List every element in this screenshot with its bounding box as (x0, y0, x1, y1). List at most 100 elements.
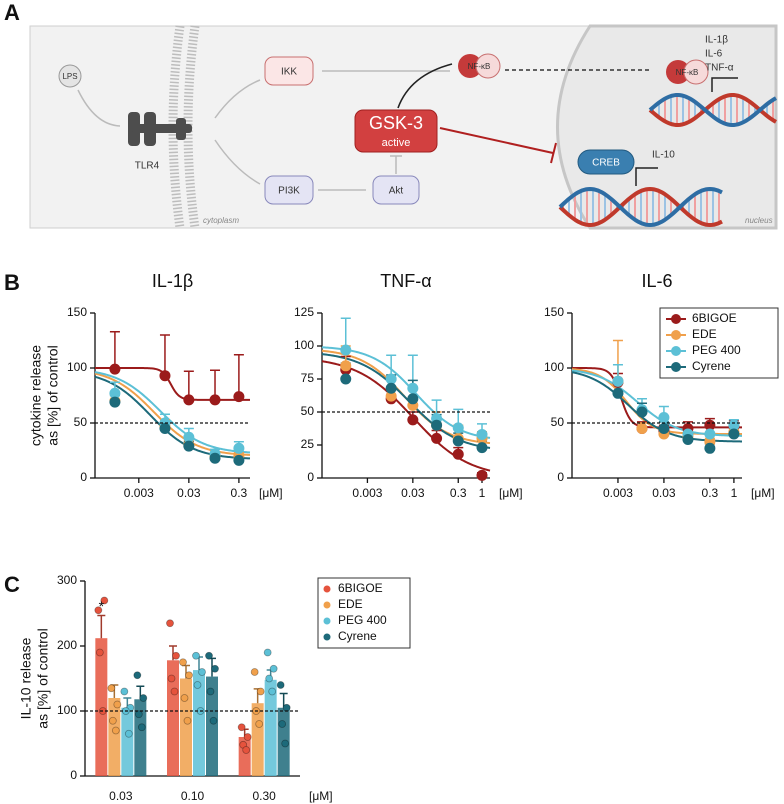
replicate-point (172, 651, 180, 660)
error-bar (159, 334, 170, 376)
membrane-outer (168, 25, 185, 229)
data-point (452, 422, 464, 434)
replicate-point (255, 720, 264, 728)
replicate-point (276, 681, 285, 689)
label: IKK (281, 67, 297, 78)
y-axis-label: cytokine release (28, 345, 44, 446)
replicate-point (211, 664, 219, 673)
replicate-point (134, 710, 143, 719)
label: PI3K (278, 186, 300, 197)
data-point (340, 373, 352, 385)
data-point (183, 440, 195, 452)
replicate-point (170, 687, 179, 696)
membrane-inner (183, 25, 200, 229)
x-tick-label: 0.10 (181, 789, 205, 803)
chart-title: IL-1β (152, 271, 193, 291)
data-point (658, 423, 670, 434)
lps-node (58, 64, 82, 88)
data-point (476, 428, 488, 440)
arrow (214, 79, 261, 119)
data-point (109, 396, 121, 408)
legend-marker (671, 346, 681, 356)
legend-marker (323, 633, 331, 641)
x-tick-label: 0.3 (702, 486, 719, 500)
replicate-point (124, 729, 133, 738)
legend-label: PEG 400 (338, 613, 387, 627)
data-point (636, 406, 648, 418)
legend-box (317, 577, 411, 649)
bar (264, 679, 277, 776)
transcription-arrow (635, 167, 658, 186)
dna-strand (648, 93, 777, 127)
inhibition (439, 127, 554, 154)
nfkb-subunit (458, 54, 482, 78)
legend-marker (323, 601, 331, 609)
data-point (385, 382, 397, 394)
data-point (233, 391, 245, 403)
x-tick-label: 0.30 (252, 789, 276, 803)
y-tick-label: 25 (301, 437, 315, 451)
data-point (636, 423, 648, 434)
legend-marker (671, 330, 681, 340)
y-tick-label: 125 (294, 305, 314, 319)
bar (108, 698, 121, 776)
fit-curve (95, 367, 250, 401)
label: IL-6 (705, 49, 723, 60)
dna-strand (648, 93, 777, 127)
error-bar (233, 354, 244, 397)
replicate-point (120, 687, 129, 696)
data-point (233, 442, 245, 454)
replicate-point (198, 668, 206, 676)
legend-marker (671, 362, 681, 372)
replicate-point (265, 674, 274, 683)
replicate-point (100, 596, 109, 605)
legend-marker (323, 585, 331, 593)
legend-label: Cyrene (692, 359, 731, 373)
panel-label: C (4, 572, 20, 597)
replicate-point (237, 723, 246, 732)
fit-curve (94, 372, 251, 456)
x-tick-label: 0.03 (401, 486, 425, 500)
dna (558, 93, 777, 228)
label: nucleus (745, 216, 773, 225)
replicate-point (193, 681, 202, 689)
x-tick-label: 0.3 (231, 486, 248, 500)
error-bar (109, 330, 120, 370)
replicate-point (108, 716, 117, 725)
y-tick-label: 100 (544, 360, 564, 374)
bar (95, 638, 108, 776)
ikk-node (264, 56, 314, 86)
replicate-point (192, 651, 200, 660)
data-point (612, 387, 624, 399)
y-tick-label: 300 (57, 573, 77, 587)
replicate-point (167, 674, 176, 683)
data-point (704, 428, 716, 440)
replicate-point (113, 700, 122, 709)
fit-curve (94, 371, 251, 454)
nfkb-subunit (683, 59, 709, 85)
label: cytoplasm (203, 216, 239, 225)
data-point (159, 423, 171, 434)
x-tick-label: 0.3 (450, 486, 467, 500)
data-point (728, 428, 740, 440)
bar (134, 699, 147, 776)
data-point (109, 363, 121, 375)
arrow (77, 89, 121, 127)
legend-label: 6BIGOE (338, 581, 383, 595)
data-point (728, 419, 740, 431)
error-bar (279, 692, 288, 708)
replicate-point (133, 671, 142, 680)
nfkb-subunit (666, 60, 690, 84)
fit-curve (571, 371, 743, 443)
x-unit: [μM] (259, 486, 283, 500)
x-tick-label: 0.003 (352, 486, 382, 500)
replicate-point (95, 648, 104, 657)
x-tick-label: 0.03 (109, 789, 133, 803)
x-tick-label: 0.003 (603, 486, 633, 500)
replicate-point (242, 746, 251, 754)
replicate-point (243, 733, 252, 741)
fit-curve (571, 368, 742, 435)
error-bar (97, 614, 106, 639)
replicate-point (256, 687, 265, 696)
shape (176, 118, 186, 140)
